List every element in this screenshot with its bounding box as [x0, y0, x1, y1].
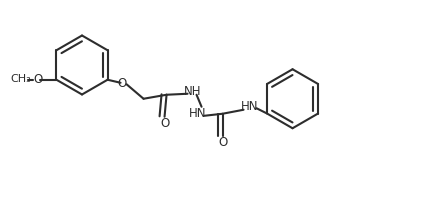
- Text: CH₃: CH₃: [10, 74, 31, 84]
- Text: O: O: [218, 136, 227, 149]
- Text: HN: HN: [241, 100, 258, 113]
- Text: O: O: [118, 77, 127, 90]
- Text: NH: NH: [184, 85, 201, 98]
- Text: HN: HN: [189, 107, 207, 120]
- Text: O: O: [160, 117, 169, 130]
- Text: O: O: [33, 73, 43, 86]
